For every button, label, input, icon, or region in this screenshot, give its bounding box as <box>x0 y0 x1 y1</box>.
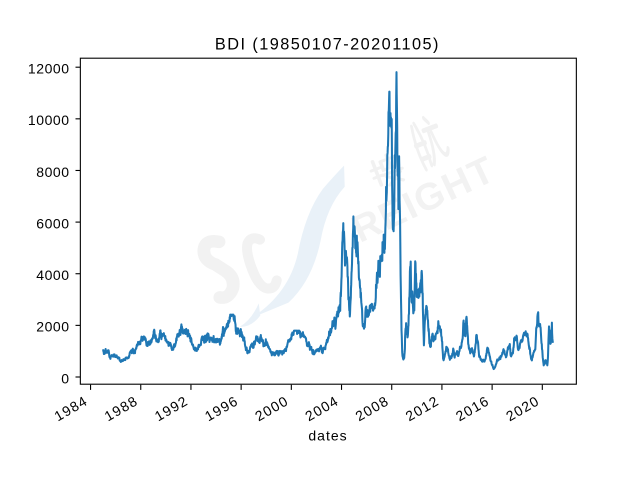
svg-text:8000: 8000 <box>36 164 69 180</box>
svg-text:0: 0 <box>61 370 69 386</box>
svg-text:dates: dates <box>308 427 347 443</box>
svg-text:10000: 10000 <box>28 112 70 128</box>
svg-text:2000: 2000 <box>36 319 69 335</box>
svg-text:12000: 12000 <box>28 61 70 77</box>
svg-text:6000: 6000 <box>36 215 69 231</box>
svg-text:BDI (19850107-20201105): BDI (19850107-20201105) <box>215 36 440 54</box>
svg-text:4000: 4000 <box>36 267 69 283</box>
